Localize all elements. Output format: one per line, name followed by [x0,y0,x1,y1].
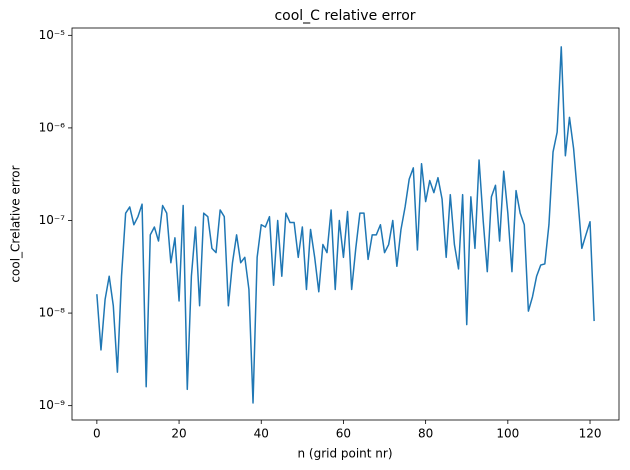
x-axis-label: n (grid point nr) [297,447,392,461]
y-tick-label: 10⁻⁵ [39,28,66,42]
x-tick-label: 40 [254,427,269,441]
y-axis-label: cool_Crelative error [9,165,23,282]
x-tick-label: 100 [496,427,519,441]
x-tick-label: 60 [336,427,351,441]
y-tick-label: 10⁻⁸ [39,306,66,320]
y-tick-label: 10⁻⁷ [39,213,66,227]
x-tick-label: 0 [93,427,101,441]
x-tick-label: 120 [579,427,602,441]
data-line [96,46,595,404]
y-tick-label: 10⁻⁹ [39,398,66,412]
chart-title: cool_C relative error [274,8,415,24]
plot-frame [71,27,620,421]
y-tick-label: 10⁻⁶ [39,120,66,134]
x-tick-label: 80 [418,427,433,441]
x-tick-label: 20 [171,427,186,441]
